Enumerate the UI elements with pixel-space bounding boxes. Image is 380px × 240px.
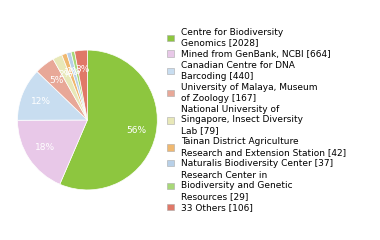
Text: 3%: 3%	[76, 65, 90, 74]
Wedge shape	[71, 51, 87, 120]
Text: 1%: 1%	[67, 67, 81, 76]
Wedge shape	[37, 59, 87, 120]
Wedge shape	[74, 50, 87, 120]
Text: 2%: 2%	[59, 70, 73, 79]
Legend: Centre for Biodiversity
Genomics [2028], Mined from GenBank, NCBI [664], Canadia: Centre for Biodiversity Genomics [2028],…	[167, 28, 346, 212]
Text: 18%: 18%	[35, 143, 55, 152]
Text: 1%: 1%	[63, 68, 78, 77]
Wedge shape	[17, 120, 87, 184]
Text: 5%: 5%	[49, 76, 64, 85]
Wedge shape	[60, 50, 157, 190]
Wedge shape	[66, 52, 87, 120]
Text: 12%: 12%	[31, 97, 51, 106]
Text: 56%: 56%	[127, 126, 147, 135]
Wedge shape	[53, 55, 87, 120]
Wedge shape	[62, 53, 87, 120]
Wedge shape	[17, 72, 87, 120]
